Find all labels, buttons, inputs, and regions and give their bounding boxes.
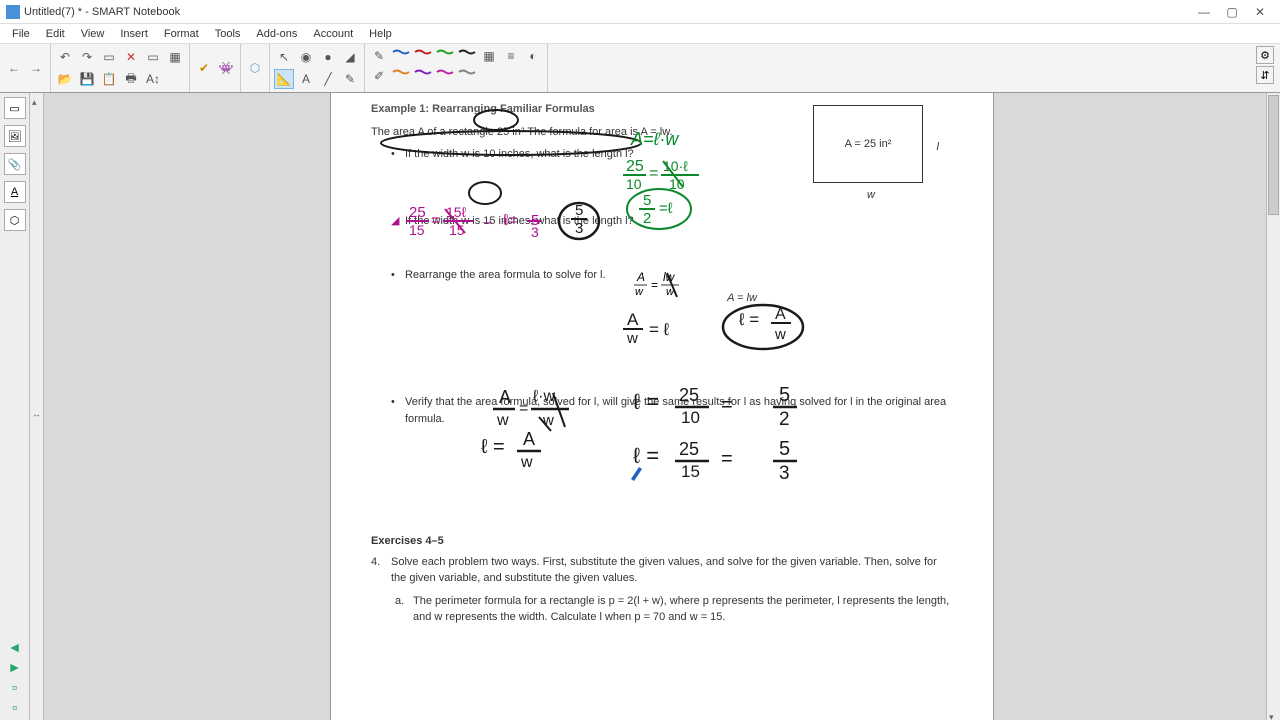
back-button[interactable]: ← [4,58,24,78]
rect-label-w: w [867,187,875,204]
pen-black[interactable] [457,46,477,58]
page-nav2-icon[interactable]: ▫ [12,699,17,715]
move-toolbar-icon[interactable]: ⇵ [1256,66,1274,84]
bullet4: Verify that the area formula, solved for… [405,394,953,427]
shapes-tool[interactable]: ◉ [296,47,316,67]
menubar: File Edit View Insert Format Tools Add-o… [0,24,1280,44]
pen-green[interactable] [435,46,455,58]
text-tool[interactable]: A [296,69,316,89]
bullet2: If the width w is 15 inches, what is the… [405,213,634,230]
pen-tool[interactable]: ✎ [369,46,389,66]
monster-button[interactable]: 👾 [216,58,236,78]
window-title: Untitled(7) * - SMART Notebook [24,6,180,18]
pen-gray[interactable] [457,66,477,78]
pen-orange[interactable] [391,66,411,78]
next-page-arrow[interactable]: ► [8,659,22,675]
open-button[interactable]: 📂 [55,69,75,89]
fill-tool[interactable]: ● [318,47,338,67]
eraser-tool[interactable]: ◢ [340,47,360,67]
addons-tab[interactable]: ⬡ [4,209,26,231]
prev-page-arrow[interactable]: ◄ [8,639,22,655]
pen-blue[interactable] [391,46,411,58]
rectangle-diagram: A = 25 in² [813,105,923,183]
titlebar: Untitled(7) * - SMART Notebook — ▢ ✕ [0,0,1280,24]
zoom-button[interactable]: A↕ [143,69,163,89]
screen-shade-button[interactable]: ▭ [143,47,163,67]
bullet1: If the width w is 10 inches, what is the… [405,146,634,163]
menu-insert[interactable]: Insert [112,26,156,42]
print-button[interactable]: 🖶 [121,69,141,89]
rect-label-l: l [937,139,939,156]
panel-collapse[interactable]: ▴ ↔ [30,93,44,720]
delete-button[interactable]: ✕ [121,47,141,67]
app-icon [6,5,20,19]
canvas[interactable]: Example 1: Rearranging Familiar Formulas… [44,93,1280,720]
toolbar: ← → ↶ ↷ ▭ ✕ ▭ ▦ 📂 💾 📋 🖶 A↕ ✔ 👾 ⬡ ↖ ◉ ● ◢ [0,44,1280,93]
page-sorter-tab[interactable]: ▭ [4,97,26,119]
close-button[interactable]: ✕ [1246,1,1274,23]
select-tool[interactable]: ↖ [274,47,294,67]
paste-button[interactable]: 📋 [99,69,119,89]
menu-edit[interactable]: Edit [38,26,73,42]
more-pens[interactable]: ◐ [523,46,543,66]
pen-red[interactable] [413,46,433,58]
minimize-button[interactable]: — [1190,1,1218,23]
crayon-tool[interactable]: ✐ [369,66,389,86]
line-tool[interactable]: ╱ [318,69,338,89]
properties-tab[interactable]: A [4,181,26,203]
exercises-heading: Exercises 4–5 [371,533,953,550]
menu-view[interactable]: View [73,26,113,42]
new-page-button[interactable]: ▭ [99,47,119,67]
menu-format[interactable]: Format [156,26,207,42]
scrollbar-thumb[interactable] [1268,95,1279,215]
forward-button[interactable]: → [26,58,46,78]
pen-magenta[interactable] [435,66,455,78]
color-picker[interactable]: ▦ [479,46,499,66]
save-button[interactable]: 💾 [77,69,97,89]
page-content: Example 1: Rearranging Familiar Formulas… [331,93,993,720]
pen-purple[interactable] [413,66,433,78]
ex4a-text: The perimeter formula for a rectangle is… [413,593,953,626]
maximize-button[interactable]: ▢ [1218,1,1246,23]
menu-account[interactable]: Account [305,26,361,42]
menu-help[interactable]: Help [361,26,400,42]
ruler-tool[interactable]: 📐 [274,69,294,89]
page-nav-icon[interactable]: ▫ [12,679,17,695]
workspace: ▭ 🖼 📎 A ⬡ ◄ ► ▫ ▫ ▴ ↔ Example 1: Rearran… [0,93,1280,720]
vertical-scrollbar[interactable]: ▾ [1266,93,1280,720]
attachments-tab[interactable]: 📎 [4,153,26,175]
gallery-tab[interactable]: 🖼 [4,125,26,147]
eq1: A = lw [531,290,953,307]
sidebar: ▭ 🖼 📎 A ⬡ ◄ ► ▫ ▫ [0,93,30,720]
highlighter-tool[interactable]: ✎ [340,69,360,89]
table-button[interactable]: ▦ [165,47,185,67]
line-style[interactable]: ≡ [501,46,521,66]
redo-button[interactable]: ↷ [77,47,97,67]
menu-tools[interactable]: Tools [207,26,249,42]
ex4-text: Solve each problem two ways. First, subs… [391,554,953,587]
menu-file[interactable]: File [4,26,38,42]
checkmark-button[interactable]: ✔ [194,58,214,78]
undo-button[interactable]: ↶ [55,47,75,67]
bullet3: Rearrange the area formula to solve for … [405,267,606,284]
addon-button[interactable]: ⬡ [245,58,265,78]
settings-gear-icon[interactable]: ⚙ [1256,46,1274,64]
menu-addons[interactable]: Add-ons [248,26,305,42]
